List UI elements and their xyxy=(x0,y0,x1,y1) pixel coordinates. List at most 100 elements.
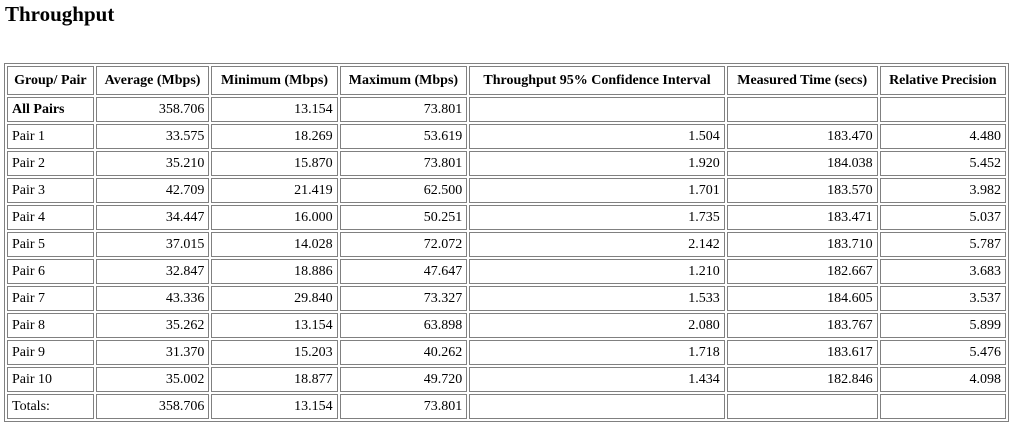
row-label: Pair 4 xyxy=(7,205,94,230)
cell: 49.720 xyxy=(339,367,468,392)
cell: 3.537 xyxy=(879,286,1006,311)
cell: 42.709 xyxy=(95,178,210,203)
column-header: Throughput 95% Confidence Interval xyxy=(469,66,725,95)
cell: 35.262 xyxy=(95,313,210,338)
cell: 16.000 xyxy=(211,205,338,230)
row-label: Pair 7 xyxy=(7,286,94,311)
cell: 1.504 xyxy=(469,124,725,149)
cell: 14.028 xyxy=(211,232,338,257)
table-row: All Pairs 358.706 13.154 73.801 xyxy=(7,97,1006,122)
cell: 1.920 xyxy=(469,151,725,176)
cell xyxy=(879,394,1006,419)
row-label: Pair 10 xyxy=(7,367,94,392)
column-header: Minimum (Mbps) xyxy=(211,66,338,95)
cell: 53.619 xyxy=(339,124,468,149)
cell: 72.072 xyxy=(339,232,468,257)
cell: 15.203 xyxy=(211,340,338,365)
cell: 4.480 xyxy=(879,124,1006,149)
cell xyxy=(469,97,725,122)
row-label: Pair 9 xyxy=(7,340,94,365)
cell: 183.767 xyxy=(726,313,878,338)
table-row: Totals: 358.706 13.154 73.801 xyxy=(7,394,1006,419)
cell: 33.575 xyxy=(95,124,210,149)
table-row: Pair 7 43.336 29.840 73.327 1.533 184.605 3.53… xyxy=(7,286,1006,311)
page-title: Throughput xyxy=(5,2,115,26)
row-label: Pair 8 xyxy=(7,313,94,338)
row-label: Pair 5 xyxy=(7,232,94,257)
cell: 50.251 xyxy=(339,205,468,230)
cell: 47.647 xyxy=(339,259,468,284)
cell: 13.154 xyxy=(211,313,338,338)
cell: 73.801 xyxy=(339,151,468,176)
cell: 13.154 xyxy=(211,394,338,419)
cell: 1.718 xyxy=(469,340,725,365)
cell: 15.870 xyxy=(211,151,338,176)
table-row: Pair 2 35.210 15.870 73.801 1.920 184.038 5.45… xyxy=(7,151,1006,176)
cell: 182.846 xyxy=(726,367,878,392)
column-header: Maximum (Mbps) xyxy=(339,66,468,95)
cell: 73.801 xyxy=(339,97,468,122)
cell: 40.262 xyxy=(339,340,468,365)
cell: 183.470 xyxy=(726,124,878,149)
cell: 358.706 xyxy=(95,394,210,419)
cell: 5.787 xyxy=(879,232,1006,257)
table-row: Pair 1 33.575 18.269 53.619 1.504 183.470 4.48… xyxy=(7,124,1006,149)
cell: 4.098 xyxy=(879,367,1006,392)
cell: 32.847 xyxy=(95,259,210,284)
column-header: Relative Precision xyxy=(879,66,1006,95)
cell xyxy=(726,394,878,419)
table-row: Pair 9 31.370 15.203 40.262 1.718 183.617 5.47… xyxy=(7,340,1006,365)
header-row: Group/ Pair Average (Mbps) Minimum (Mbps) M… xyxy=(7,66,1006,95)
row-label: All Pairs xyxy=(7,97,94,122)
cell: 5.452 xyxy=(879,151,1006,176)
cell: 35.002 xyxy=(95,367,210,392)
cell: 1.210 xyxy=(469,259,725,284)
cell: 18.877 xyxy=(211,367,338,392)
cell: 29.840 xyxy=(211,286,338,311)
cell: 21.419 xyxy=(211,178,338,203)
cell: 31.370 xyxy=(95,340,210,365)
table-head: Group/ Pair Average (Mbps) Minimum (Mbps) M… xyxy=(7,66,1006,95)
cell: 62.500 xyxy=(339,178,468,203)
cell xyxy=(726,97,878,122)
cell: 184.605 xyxy=(726,286,878,311)
table-row: Pair 6 32.847 18.886 47.647 1.210 182.667 3.68… xyxy=(7,259,1006,284)
cell: 35.210 xyxy=(95,151,210,176)
table-row: Pair 8 35.262 13.154 63.898 2.080 183.767 5.89… xyxy=(7,313,1006,338)
cell: 34.447 xyxy=(95,205,210,230)
column-header: Average (Mbps) xyxy=(95,66,210,95)
table-row: Pair 5 37.015 14.028 72.072 2.142 183.710 5.78… xyxy=(7,232,1006,257)
table-row: Pair 3 42.709 21.419 62.500 1.701 183.570 3.98… xyxy=(7,178,1006,203)
table-body: All Pairs 358.706 13.154 73.801 Pair 1 33.575… xyxy=(7,97,1006,419)
cell: 73.801 xyxy=(339,394,468,419)
cell: 1.701 xyxy=(469,178,725,203)
row-label: Pair 2 xyxy=(7,151,94,176)
cell: 183.710 xyxy=(726,232,878,257)
cell: 5.476 xyxy=(879,340,1006,365)
column-header: Group/ Pair xyxy=(7,66,94,95)
row-label: Pair 6 xyxy=(7,259,94,284)
row-label: Totals: xyxy=(7,394,94,419)
table-row: Pair 10 35.002 18.877 49.720 1.434 182.846 4.0… xyxy=(7,367,1006,392)
cell: 183.617 xyxy=(726,340,878,365)
cell: 2.142 xyxy=(469,232,725,257)
cell: 43.336 xyxy=(95,286,210,311)
cell: 1.533 xyxy=(469,286,725,311)
cell: 183.570 xyxy=(726,178,878,203)
column-header: Measured Time (secs) xyxy=(726,66,878,95)
throughput-table: Group/ Pair Average (Mbps) Minimum (Mbps) M… xyxy=(4,63,1009,422)
cell: 18.886 xyxy=(211,259,338,284)
cell: 358.706 xyxy=(95,97,210,122)
cell xyxy=(469,394,725,419)
row-label: Pair 3 xyxy=(7,178,94,203)
cell: 73.327 xyxy=(339,286,468,311)
table-row: Pair 4 34.447 16.000 50.251 1.735 183.471 5.03… xyxy=(7,205,1006,230)
cell: 3.683 xyxy=(879,259,1006,284)
cell: 2.080 xyxy=(469,313,725,338)
row-label: Pair 1 xyxy=(7,124,94,149)
cell: 13.154 xyxy=(211,97,338,122)
cell: 5.037 xyxy=(879,205,1006,230)
cell: 1.735 xyxy=(469,205,725,230)
cell xyxy=(879,97,1006,122)
